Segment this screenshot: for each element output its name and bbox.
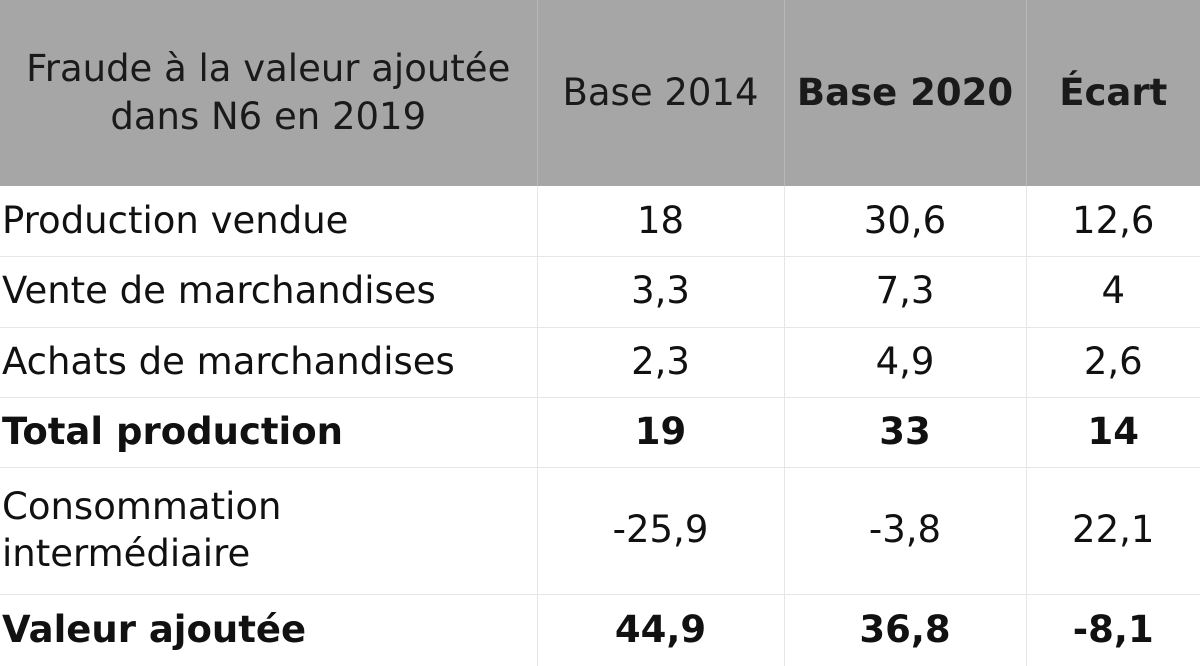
cell-ecart: -8,1 <box>1072 608 1154 652</box>
cell-base2014: 44,9 <box>537 594 785 666</box>
header-ecart-text: Écart <box>1059 70 1168 114</box>
cell-ecart: 12,6 <box>1026 186 1200 257</box>
cell-base2020: -3,8 <box>784 467 1027 595</box>
cell-ecart: 22,1 <box>1026 467 1200 595</box>
cell-base2014: 18 <box>537 186 785 257</box>
row-label-line1: Consommation <box>2 485 282 529</box>
table-row: Achats de marchandises 2,3 4,9 2,6 <box>0 327 1200 398</box>
row-label: Consommation intermédiaire <box>0 467 538 595</box>
header-label-line2: dans N6 en 2019 <box>110 95 427 138</box>
table-body: Production vendue 18 30,6 12,6 Vente de … <box>0 186 1200 666</box>
row-label: Vente de marchandises <box>0 256 538 328</box>
cell-base2014: 2,3 <box>537 327 785 398</box>
header-base2020-text: Base 2020 <box>796 70 1014 114</box>
row-label: Total production <box>0 397 538 468</box>
header-ecart: Écart <box>1026 0 1200 186</box>
cell-base2014: 3,3 <box>537 256 785 328</box>
row-label: Production vendue <box>0 186 538 257</box>
table-row: Vente de marchandises 3,3 7,3 4 <box>0 256 1200 328</box>
table-row-total: Total production 19 33 14 <box>0 397 1200 468</box>
table-row: Consommation intermédiaire -25,9 -3,8 22,… <box>0 467 1200 595</box>
cell-base2014: -25,9 <box>537 467 785 595</box>
header-base2020: Base 2020 <box>784 0 1027 186</box>
header-base2014: Base 2014 <box>537 0 785 186</box>
cell-ecart: 4 <box>1026 256 1200 328</box>
table-row-total: Valeur ajoutée 44,9 36,8 -8,1 <box>0 594 1200 666</box>
cell-base2014: 19 <box>537 397 785 468</box>
header-label-line1: Fraude à la valeur ajoutée <box>26 46 511 90</box>
cell-base2020: 30,6 <box>784 186 1027 257</box>
cell-base2020: 33 <box>784 397 1027 468</box>
header-label-cell: Fraude à la valeur ajoutée dans N6 en 20… <box>0 0 538 186</box>
header-base2014-text: Base 2014 <box>562 70 759 114</box>
cell-base2020: 36,8 <box>784 594 1027 666</box>
table-header: Fraude à la valeur ajoutée dans N6 en 20… <box>0 0 1200 186</box>
row-label: Valeur ajoutée <box>0 594 538 666</box>
cell-base2020: 4,9 <box>784 327 1027 398</box>
table-row: Production vendue 18 30,6 12,6 <box>0 186 1200 257</box>
cell-ecart: 2,6 <box>1026 327 1200 398</box>
cell-base2020: 7,3 <box>784 256 1027 328</box>
header-row: Fraude à la valeur ajoutée dans N6 en 20… <box>0 0 1200 186</box>
cell-ecart: 14 <box>1026 397 1200 468</box>
row-label-line2: intermédiaire <box>2 531 251 575</box>
row-label: Achats de marchandises <box>0 327 538 398</box>
